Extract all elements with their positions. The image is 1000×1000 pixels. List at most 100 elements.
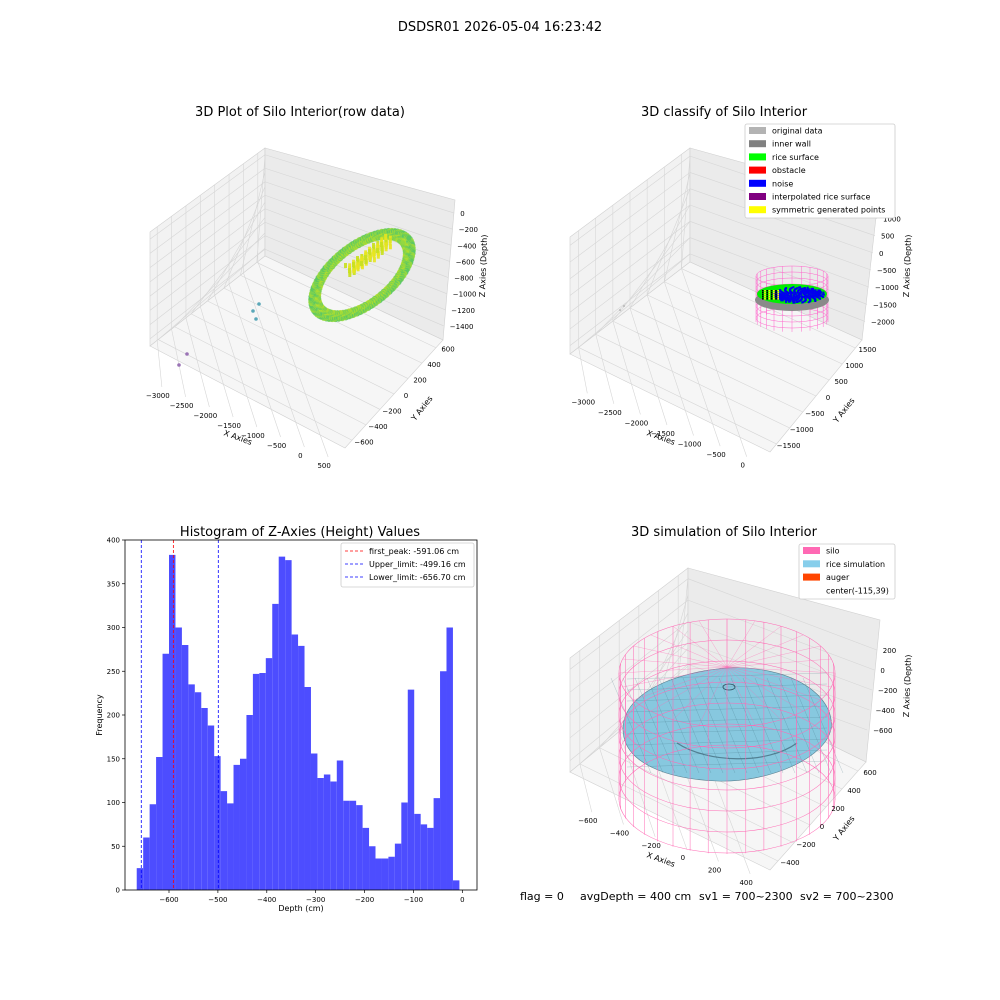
silo-roof-line: [650, 634, 728, 668]
noise-point: [798, 295, 801, 298]
noise-point: [791, 298, 794, 301]
histogram-bar: [401, 802, 408, 890]
noise-point: [803, 294, 806, 297]
raw-point: [344, 263, 347, 268]
noise-point: [784, 296, 787, 299]
surface-mesh-line: [670, 677, 712, 774]
noise-point: [794, 291, 797, 294]
legend-swatch: [749, 153, 766, 161]
x-tick-label: −1000: [241, 432, 265, 440]
simulation-3d-title: 3D simulation of Silo Interior: [631, 525, 818, 540]
x-tick-label: −200: [355, 896, 374, 904]
x-tick-label: −400: [610, 830, 629, 838]
noise-point: [787, 297, 790, 300]
histogram-ticks: −600 −500 −400 −300 −200 −100 0 0 50 100 150 200 250…: [107, 537, 465, 905]
symmetric-point: [777, 294, 779, 296]
noise-point: [798, 291, 801, 294]
grid-line: [578, 347, 777, 445]
histogram-ylabel: Frequency: [95, 694, 104, 736]
symmetric-point: [775, 298, 777, 300]
original-point: [619, 309, 621, 311]
noise-point: [802, 289, 805, 292]
noise-point: [792, 301, 795, 304]
simulation-3d-silo-wire: [618, 618, 836, 854]
silo-roof-line: [698, 620, 728, 668]
x-tick-label: −2000: [194, 412, 218, 420]
noise-point: [820, 291, 822, 294]
y-tick-label: 600: [863, 769, 876, 777]
grid-line: [689, 237, 868, 305]
noise-point: [779, 289, 782, 292]
noise-point: [800, 298, 803, 301]
raw-point: [380, 246, 384, 251]
grid-line: [569, 221, 691, 313]
footer-avg-depth: avgDepth = 400 cm: [580, 890, 691, 903]
legend-label: inner wall: [772, 140, 811, 149]
silo-roof-line: [650, 666, 728, 712]
noise-point: [794, 297, 797, 300]
classify-3d-grid: [569, 154, 878, 457]
grid-line: [569, 237, 691, 330]
grid-line: [687, 578, 877, 651]
grid-line: [681, 156, 691, 269]
silo-roof-line: [726, 666, 821, 701]
histogram-bar: [304, 687, 311, 890]
raw-point: [399, 240, 405, 246]
histogram-bars: [136, 554, 460, 891]
histogram-bar: [246, 715, 253, 890]
noise-point: [788, 295, 791, 297]
symmetric-point: [768, 290, 771, 292]
y-tick-label: 600: [441, 346, 454, 354]
grid-line: [214, 295, 258, 428]
symmetric-point: [775, 294, 777, 296]
grid-line: [190, 313, 381, 410]
legend-swatch: [749, 127, 766, 134]
noise-point: [779, 296, 782, 299]
symmetric-point: [777, 290, 779, 292]
raw-point: [388, 244, 392, 250]
grid-line: [629, 204, 691, 309]
noise-point: [781, 299, 784, 302]
histogram-bar: [156, 757, 163, 890]
noise-point: [805, 290, 808, 293]
surface-mesh-line: [658, 677, 700, 774]
raw-point: [376, 248, 379, 253]
y-tick-label: 0: [116, 887, 120, 895]
grid-line: [579, 763, 593, 813]
noise-point: [807, 290, 810, 292]
noise-point: [786, 296, 789, 299]
noise-point: [811, 289, 814, 292]
histogram-bar: [233, 764, 240, 891]
noise-point: [813, 289, 815, 292]
histogram-bar: [388, 856, 395, 890]
grid-line: [158, 339, 353, 441]
histogram-bar: [336, 760, 344, 890]
grid-line: [689, 221, 870, 288]
silo-roof-line: [618, 666, 728, 674]
z-tick-label: −400: [457, 242, 476, 250]
noise-point: [796, 298, 799, 300]
x-tick-label: −1500: [651, 430, 675, 438]
grid-line: [664, 281, 843, 365]
silo-roof-line: [672, 626, 728, 668]
noise-point: [778, 296, 781, 299]
noise-point: [787, 300, 790, 303]
noise-point: [781, 291, 784, 294]
histogram-bar: [201, 708, 208, 890]
surface-mesh-line: [718, 677, 760, 774]
panel-raw-3d: 3D Plot of Silo Interior(row data) −3000…: [146, 105, 489, 470]
grid-line: [264, 167, 453, 230]
noise-point: [810, 294, 812, 297]
histogram-bar: [317, 778, 324, 890]
z-tick-label: 0: [460, 210, 464, 218]
z-tick-label: −400: [876, 707, 895, 715]
legend-label: interpolated rice surface: [772, 193, 870, 202]
raw-point: [368, 249, 371, 254]
grid-line: [569, 253, 691, 346]
noise-point: [788, 292, 791, 295]
raw-3d-ticks: −3000−2500−2000−1500−1000−5000500−600−40…: [146, 210, 478, 470]
histogram-bar: [420, 824, 428, 891]
noise-point: [804, 287, 806, 290]
noise-point: [815, 295, 818, 298]
histogram-bar: [298, 645, 305, 891]
